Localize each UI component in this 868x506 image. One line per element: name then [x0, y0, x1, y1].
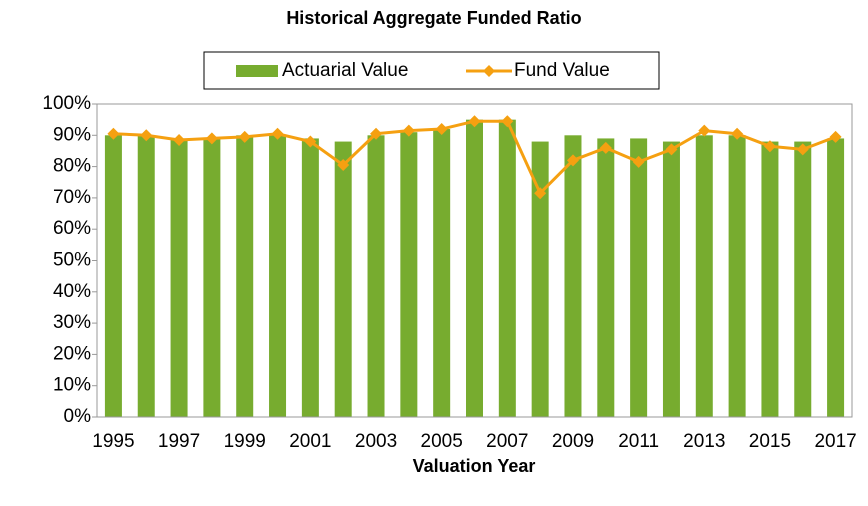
y-tick-label: 10% — [53, 375, 91, 396]
bar — [695, 135, 713, 418]
bar — [597, 138, 615, 417]
marker — [402, 124, 415, 137]
bar — [761, 141, 779, 417]
marker — [304, 135, 317, 148]
x-tick-label: 2001 — [289, 431, 331, 452]
y-tick-label: 100% — [42, 93, 91, 114]
marker — [698, 124, 711, 137]
y-tick-label: 80% — [53, 156, 91, 177]
marker — [468, 115, 481, 128]
x-tick-label: 1999 — [224, 431, 266, 452]
bar — [301, 138, 319, 417]
bar — [827, 138, 845, 417]
bar — [170, 138, 188, 417]
x-tick-label: 2003 — [355, 431, 397, 452]
marker — [238, 130, 251, 143]
bar — [203, 138, 221, 417]
marker — [829, 130, 842, 143]
y-tick-label: 30% — [53, 312, 91, 333]
marker — [107, 127, 120, 140]
x-tick-label: 2007 — [486, 431, 528, 452]
x-tick-label: 2017 — [814, 431, 856, 452]
y-tick-label: 50% — [53, 250, 91, 271]
marker — [435, 123, 448, 136]
marker — [566, 154, 579, 167]
bar — [334, 141, 352, 417]
bar — [662, 141, 680, 417]
bar — [630, 138, 648, 417]
marker — [370, 127, 383, 140]
marker — [501, 115, 514, 128]
bar — [236, 135, 254, 418]
marker — [271, 127, 284, 140]
bar — [564, 135, 582, 418]
legend-box — [203, 51, 660, 90]
bar — [367, 135, 385, 418]
marker — [599, 141, 612, 154]
x-tick-label: 2005 — [421, 431, 463, 452]
x-tick-label: 2009 — [552, 431, 594, 452]
marker — [140, 129, 153, 142]
marker — [632, 155, 645, 168]
bar — [466, 119, 483, 418]
marker — [763, 140, 776, 153]
bar — [433, 129, 451, 418]
x-tick-label: 2013 — [683, 431, 725, 452]
bar — [728, 135, 746, 418]
y-tick-label: 60% — [53, 218, 91, 239]
bar — [400, 132, 418, 418]
x-tick-label: 2011 — [618, 431, 659, 452]
y-tick-label: 70% — [53, 187, 91, 208]
legend-label: Fund Value — [514, 60, 610, 81]
marker — [731, 127, 744, 140]
marker — [534, 187, 547, 200]
marker — [205, 132, 218, 145]
y-tick-label: 20% — [53, 343, 91, 364]
marker — [337, 159, 350, 172]
y-tick-label: 40% — [53, 281, 91, 302]
y-tick-label: 90% — [53, 124, 91, 145]
x-tick-label: 1995 — [92, 431, 134, 452]
bar — [104, 135, 122, 418]
y-tick-label: 0% — [64, 406, 92, 427]
bar — [794, 141, 812, 417]
marker — [796, 143, 809, 156]
legend-swatch — [236, 65, 278, 77]
bar — [498, 119, 516, 418]
marker — [665, 143, 678, 156]
bar — [137, 135, 155, 418]
chart-title: Historical Aggregate Funded Ratio — [286, 8, 581, 28]
x-tick-label: 2015 — [749, 431, 791, 452]
marker — [173, 133, 186, 146]
legend-marker — [483, 65, 495, 77]
bar — [269, 135, 287, 418]
legend-label: Actuarial Value — [282, 60, 408, 81]
x-axis-label: Valuation Year — [413, 456, 536, 476]
x-tick-label: 1997 — [158, 431, 200, 452]
bar — [531, 141, 549, 417]
